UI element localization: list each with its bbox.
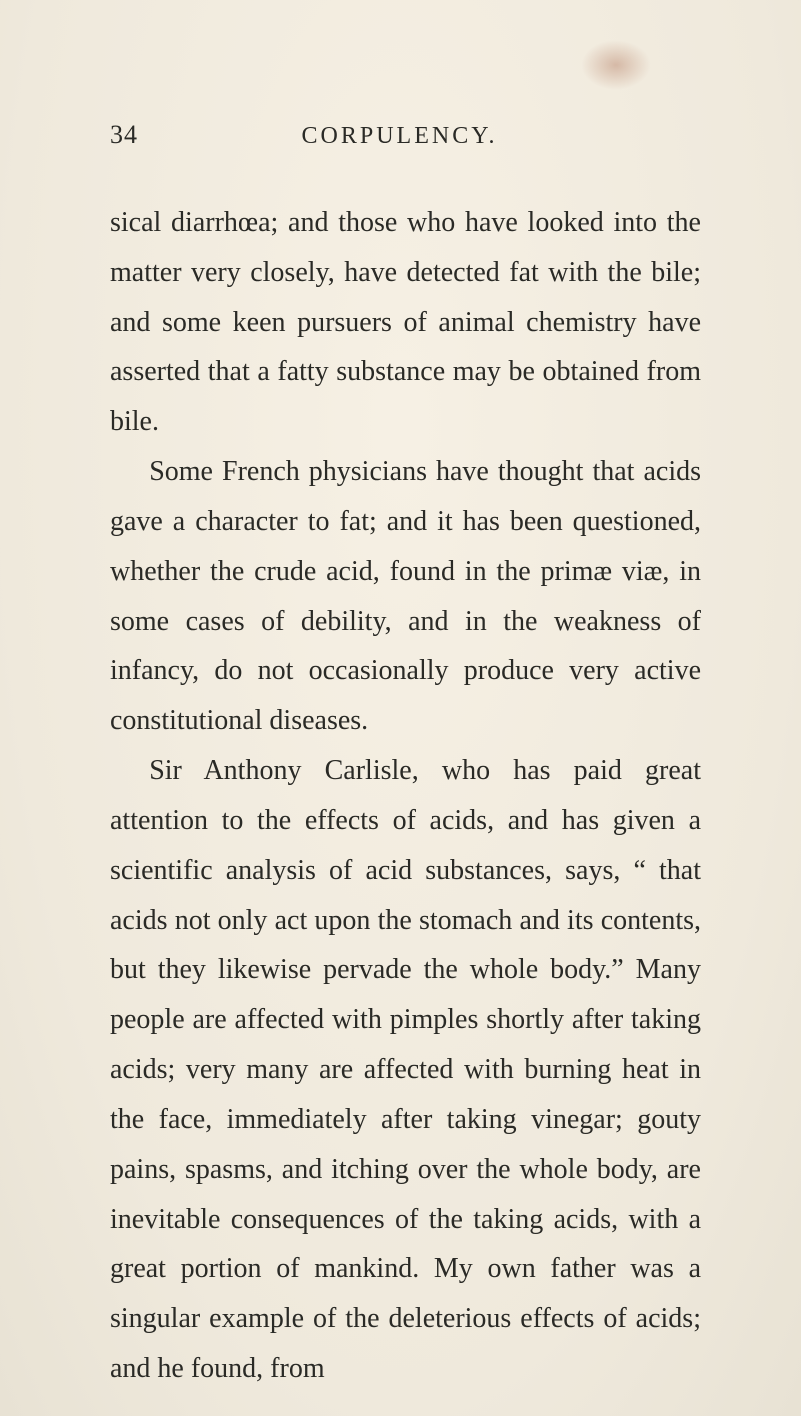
page-smudge — [581, 40, 651, 90]
page-header: 34 CORPULENCY. — [110, 120, 701, 150]
paragraph: sical diarrhœa; and those who have looke… — [110, 198, 701, 447]
paragraph: Some French physicians have thought that… — [110, 447, 701, 746]
book-page: 34 CORPULENCY. sical diarrhœa; and those… — [0, 0, 801, 1416]
running-head: CORPULENCY. — [138, 123, 661, 150]
page-number: 34 — [110, 120, 138, 150]
body-text: sical diarrhœa; and those who have looke… — [110, 198, 701, 1394]
paragraph: Sir Anthony Carlisle, who has paid great… — [110, 746, 701, 1394]
